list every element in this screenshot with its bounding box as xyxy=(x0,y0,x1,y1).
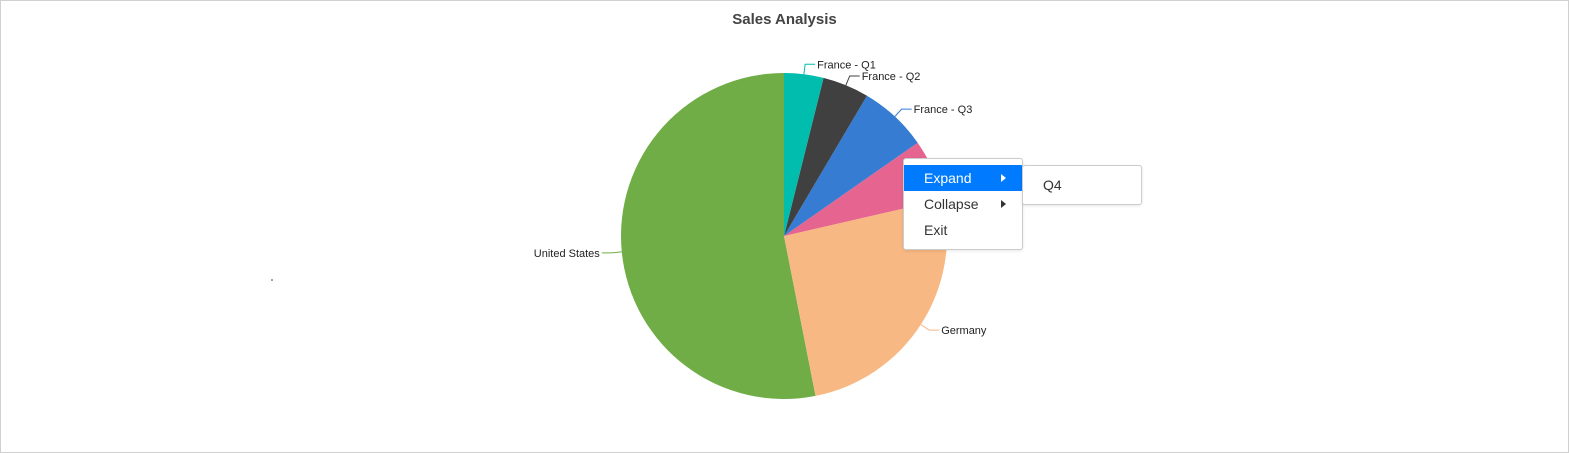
data-label: United States xyxy=(534,248,601,260)
menu-item-expand[interactable]: Expand xyxy=(904,165,1022,191)
data-label: France - Q3 xyxy=(914,104,973,116)
menu-item-label: Expand xyxy=(924,170,972,186)
pie-slice[interactable] xyxy=(784,77,867,237)
data-label: France - Q1 xyxy=(817,59,876,71)
data-label: France - Q2 xyxy=(862,71,921,83)
menu-item-collapse[interactable]: Collapse xyxy=(904,191,1022,217)
pie-slice[interactable] xyxy=(784,73,824,236)
submenu-item-q4[interactable]: Q4 xyxy=(1023,166,1141,204)
menu-item-label: Exit xyxy=(924,222,948,238)
expand-submenu: Q4 xyxy=(1022,165,1142,205)
caret-right-icon xyxy=(1001,200,1006,208)
menu-item-exit[interactable]: Exit xyxy=(904,217,1022,243)
pie-slice[interactable] xyxy=(784,95,918,236)
stray-dot xyxy=(271,279,273,281)
connector-line xyxy=(845,75,860,86)
chart-title: Sales Analysis xyxy=(732,11,837,28)
context-menu: Expand Collapse Exit xyxy=(903,158,1023,250)
data-label: Germany xyxy=(941,325,987,337)
caret-right-icon xyxy=(1001,174,1006,182)
connector-line xyxy=(803,63,816,75)
menu-item-label: Collapse xyxy=(924,196,979,212)
submenu-item-label: Q4 xyxy=(1043,177,1062,193)
connector-line xyxy=(601,251,622,254)
pie-slice[interactable] xyxy=(620,73,816,399)
connector-line xyxy=(894,108,912,117)
connector-line xyxy=(920,324,940,331)
